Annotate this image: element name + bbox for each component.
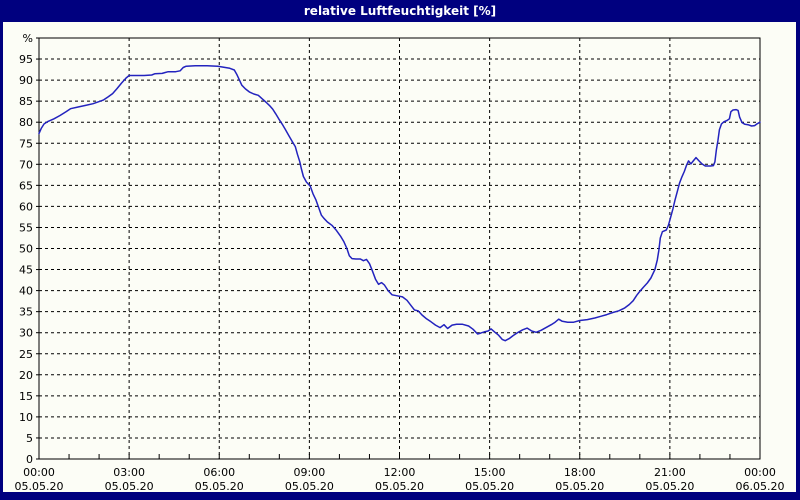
y-tick-label: 30	[19, 327, 33, 340]
y-tick-label: 5	[26, 432, 33, 445]
y-axis-unit-label: %	[23, 32, 33, 45]
y-tick-label: 55	[19, 221, 33, 234]
y-tick-label: 0	[26, 453, 33, 466]
humidity-chart: 0 5 10 15 20 25 30 35 40 45 50 55 60 65 70 75 80 85 90 95% 0…	[15, 32, 785, 493]
x-tick-time-label: 18:00	[564, 466, 596, 479]
x-tick-time-label: 00:00	[744, 466, 776, 479]
x-tick-date-label: 05.05.20	[465, 480, 514, 492]
y-tick-label: 20	[19, 369, 33, 382]
humidity-line	[38, 65, 761, 342]
x-tick-time-label: 21:00	[654, 466, 686, 479]
x-tick-time-label: 03:00	[113, 466, 145, 479]
x-tick-date-label: 05.05.20	[15, 480, 64, 492]
x-tick-date-label: 05.05.20	[555, 480, 604, 492]
x-tick-date-label: 05.05.20	[195, 480, 244, 492]
x-tick-time-label: 00:00	[23, 466, 55, 479]
title-bar: relative Luftfeuchtigkeit [%]	[0, 0, 800, 22]
x-tick-date-label: 06.05.20	[736, 480, 785, 492]
y-tick-label: 25	[19, 348, 33, 361]
y-tick-label: 40	[19, 285, 33, 298]
y-tick-label: 90	[19, 74, 33, 87]
x-tick-date-label: 05.05.20	[375, 480, 424, 492]
window-title: relative Luftfeuchtigkeit [%]	[303, 4, 497, 18]
x-tick-time-label: 12:00	[384, 466, 416, 479]
y-tick-label: 80	[19, 116, 33, 129]
x-tick-time-label: 15:00	[474, 466, 506, 479]
chart-panel: 0 5 10 15 20 25 30 35 40 45 50 55 60 65 70 75 80 85 90 95% 0…	[3, 22, 796, 493]
y-tick-label: 85	[19, 95, 33, 108]
y-tick-label: 70	[19, 158, 33, 171]
x-tick-date-label: 05.05.20	[645, 480, 694, 492]
y-tick-label: 15	[19, 390, 33, 403]
y-tick-label: 10	[19, 411, 33, 424]
x-tick-date-label: 05.05.20	[105, 480, 154, 492]
y-tick-label: 95	[19, 53, 33, 66]
y-tick-label: 75	[19, 137, 33, 150]
y-tick-label: 60	[19, 200, 33, 213]
y-tick-label: 65	[19, 179, 33, 192]
plot-border	[38, 37, 761, 460]
x-tick-time-label: 09:00	[294, 466, 326, 479]
x-tick-time-label: 06:00	[203, 466, 235, 479]
x-tick-date-label: 05.05.20	[285, 480, 334, 492]
y-tick-label: 50	[19, 243, 33, 256]
y-tick-label: 35	[19, 306, 33, 319]
y-tick-label: 45	[19, 264, 33, 277]
